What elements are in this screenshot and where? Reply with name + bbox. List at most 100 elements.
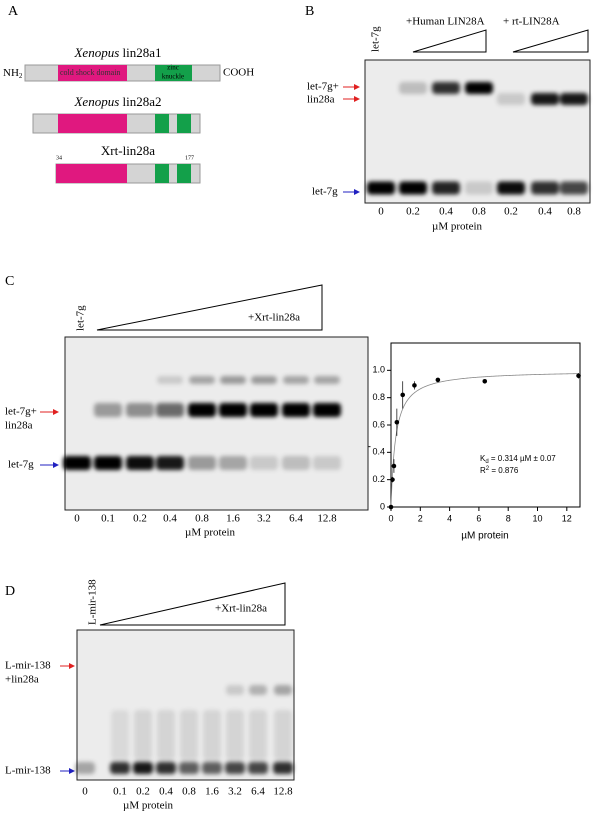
band [111,710,129,760]
band [432,181,460,195]
lane-value: 0.4 [538,206,552,218]
panel-label: A [8,4,19,19]
point [576,373,581,379]
band [188,403,216,417]
lane-value: 6.4 [251,786,265,798]
band [497,93,525,105]
x-tick-label: 2 [418,513,423,523]
band [219,456,247,470]
band [465,82,493,94]
band [250,456,278,470]
lane-value: 0.2 [136,786,150,798]
band-label: L-mir-138 [5,660,51,672]
band [94,456,122,470]
x-tick-label: 12 [562,513,572,523]
band [313,456,341,470]
band [282,403,310,417]
point [394,419,400,425]
x-tick-label: 4 [447,513,452,523]
point [391,463,397,469]
panel-label: D [5,584,15,599]
band [367,181,395,195]
panel-label: C [5,274,14,289]
band [94,403,122,417]
zinc-knuckle [155,114,169,133]
band-label: L-mir-138 [5,765,51,777]
nterm: NH2 [3,67,23,80]
band [313,403,341,417]
y-tick-label: 0.8 [372,392,385,402]
x-axis-label: µM protein [461,531,508,542]
band-label: lin28a [307,94,335,106]
lane-value: 0.8 [472,206,486,218]
zinc-knuckle [177,114,191,133]
band [314,376,340,384]
x-tick-label: 8 [506,513,511,523]
point [388,504,394,510]
band-label: +lin28a [5,674,39,686]
band [251,376,277,384]
panel-d: D L-mir-138 +Xrt-lin28a L-mir-138 +lin28… [5,579,286,812]
cold-shock [58,114,127,133]
point [482,378,488,384]
y-tick-label: 0.4 [372,447,385,457]
band [202,762,222,774]
lane-value: 1.6 [205,786,219,798]
band [188,456,216,470]
point [412,383,417,388]
y-tick-label: 0.6 [372,419,385,429]
band [126,456,154,470]
x-tick-label: 10 [533,513,543,523]
lane-label: L-mir-138 [87,579,99,625]
lane-value: 12.8 [317,513,337,525]
band [156,403,184,417]
lane-label: let-7g [75,305,87,331]
band [156,762,176,774]
band [250,403,278,417]
protein-title: Xrt-lin28a [101,143,155,158]
lane-value: 0 [74,513,80,525]
band [157,376,183,384]
band-label: let-7g+ [307,81,339,93]
band [75,762,95,774]
band [63,456,91,470]
wedge [412,29,487,53]
axis-label: µM protein [432,221,483,233]
y-tick-label: 0 [380,501,385,511]
panel-a: A Xenopus lin28a1 NH2 cold shock domain … [3,4,254,184]
band [156,456,184,470]
axis-label: µM protein [185,527,236,539]
band [560,93,588,105]
point [435,377,441,383]
zinc-knuckle [155,164,169,183]
cold-shock [56,164,127,183]
point [390,477,395,482]
band [274,710,292,760]
domain-label: zinc [167,64,179,72]
residue: 34 [56,155,62,161]
band [465,181,493,195]
lane-value: 0.2 [133,513,147,525]
axis-label: µM protein [123,800,174,812]
plot-frame [390,342,581,508]
band [225,762,245,774]
x-tick-label: 6 [476,513,481,523]
band [180,710,198,760]
band [399,181,427,195]
condition: +Xrt-lin28a [248,312,300,324]
cterm: COOH [223,67,254,79]
annotation: R2 = 0.876 [480,466,519,476]
band [219,403,247,417]
lane-value: 0.2 [504,206,518,218]
condition: + rt-LIN28A [503,16,560,28]
zinc-knuckle [177,164,191,183]
lane-value: 1.6 [226,513,240,525]
band [283,376,309,384]
band [531,181,559,195]
band [226,685,244,695]
protein-title: Xenopus lin28a1 [73,45,161,60]
lane-value: 0 [378,206,384,218]
band-label: let-7g+ [5,406,37,418]
band [133,762,153,774]
